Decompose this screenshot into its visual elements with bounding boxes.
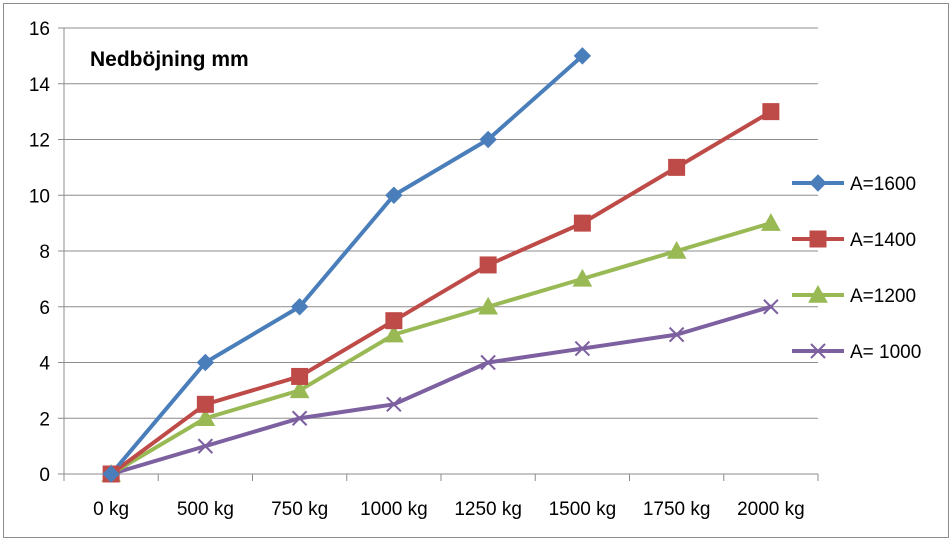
x-tick-label: 1500 kg (549, 499, 617, 520)
legend-marker (809, 230, 827, 248)
data-point-A=1200 (195, 408, 216, 426)
y-tick-label: 4 (39, 354, 50, 375)
y-tick-label: 0 (39, 465, 50, 486)
y-tick-label: 10 (29, 186, 50, 207)
legend-item: A=1200 (792, 284, 916, 307)
legend-item: A=1400 (792, 230, 916, 251)
x-tick-label: 0 kg (93, 499, 129, 520)
legend-label: A=1200 (850, 286, 916, 307)
legend-item: A=1600 (792, 174, 916, 195)
data-point-A=1000 (480, 354, 496, 371)
series-line-A=1200 (109, 221, 773, 476)
x-tick-label: 500 kg (177, 499, 234, 520)
legend-label: A=1400 (850, 230, 916, 251)
data-point-A=1000 (763, 299, 779, 315)
x-tick-label: 1000 kg (360, 499, 428, 520)
data-point-A=1000 (574, 340, 591, 357)
data-point-A=1000 (291, 410, 308, 426)
data-point-A=1600 (102, 465, 120, 483)
legend-label: A= 1000 (850, 342, 921, 363)
data-point-A=1000 (668, 326, 685, 343)
data-point-A=1400 (291, 367, 309, 385)
data-point-A=1600 (290, 298, 309, 316)
data-point-A=1400 (668, 158, 686, 176)
legend-marker (810, 343, 826, 359)
y-tick-label: 16 (29, 19, 50, 40)
x-tick-label: 750 kg (271, 499, 328, 520)
data-point-A=1400 (385, 312, 403, 330)
series-line-A=1400 (109, 109, 773, 476)
y-tick-label: 14 (29, 75, 51, 96)
data-point-A=1200 (384, 324, 404, 343)
data-point-A=1400 (573, 214, 591, 232)
data-point-A=1400 (762, 103, 780, 121)
legend-label: A=1600 (850, 174, 916, 195)
data-point-A=1000 (386, 396, 402, 413)
data-point-A=1200 (666, 240, 687, 259)
legend-marker (809, 174, 827, 192)
data-point-A=1000 (197, 438, 214, 454)
x-tick-label: 1250 kg (454, 499, 522, 520)
series-line-A=1600 (109, 53, 585, 476)
data-point-A=1400 (479, 256, 497, 274)
data-point-A=1200 (761, 213, 781, 231)
data-point-A=1600 (196, 353, 215, 372)
y-tick-label: 2 (39, 409, 50, 430)
data-point-A=1600 (573, 47, 592, 65)
data-point-A=1200 (572, 268, 593, 287)
series-line-A=1000 (109, 304, 773, 476)
data-point-A=1600 (479, 130, 497, 149)
legend-item: A= 1000 (792, 342, 921, 363)
data-point-A=1200 (289, 380, 310, 399)
chart-title: Nedböjning mm (90, 48, 249, 71)
data-point-A=1400 (196, 395, 214, 413)
x-tick-label: 2000 kg (737, 499, 805, 520)
data-point-A=1200 (478, 296, 498, 315)
y-tick-label: 8 (39, 242, 50, 263)
data-point-A=1600 (385, 186, 403, 204)
x-tick-label: 1750 kg (643, 499, 711, 520)
legend-marker (808, 284, 828, 303)
y-tick-label: 6 (39, 298, 50, 319)
y-tick-label: 12 (29, 131, 50, 152)
